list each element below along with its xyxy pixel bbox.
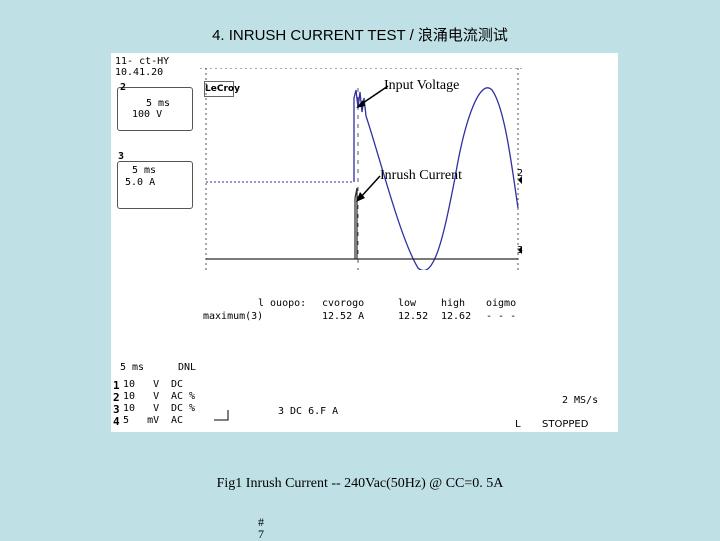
channel-num: 4 [113,415,120,428]
scope-time: 10.41.20 [115,67,164,78]
figure-caption: Fig1 Inrush Current -- 240Vac(50Hz) @ CC… [216,476,504,491]
channel-3-box: 3 5 ms 5.0 A [117,151,193,209]
arrow-current-head [356,192,365,202]
ch3-offset-marker [518,246,522,254]
ch2-offset-marker [518,176,522,184]
footer-line-1: # [258,515,264,529]
timebase-label: 5 ms [120,362,145,373]
channel-3-scale: 5.0 A [125,177,156,188]
arrow-voltage-head [356,100,365,108]
measure-row-label: maximum(3) [203,311,264,322]
measure-header-high: high [441,298,466,309]
channel-num: 3 [113,403,120,416]
channel-coupling: DC [171,379,184,390]
sample-rate: 2 MS/s [562,395,599,406]
channel-coupling: DC % [171,403,196,414]
channel-volts: 10 V [123,379,160,390]
measure-header-average: cvorogo [322,298,365,309]
page-title: 4. INRUSH CURRENT TEST / 浪涌电流测试 [212,27,508,44]
channel-volts: 10 V [123,391,160,402]
trigger-setting: 3 DC 6.F A [278,406,339,417]
scope-date: 11- ct-HY [115,56,170,67]
oscilloscope-screen [111,53,618,432]
measure-header-low: low [398,298,417,309]
channel-coupling: AC % [171,391,196,402]
measure-header-sigma: oigmo [486,298,517,309]
measure-header-param: l ouopo: [258,298,307,309]
channel-3-timebase: 5 ms [132,165,157,176]
measure-low-value: 12.52 [398,311,429,322]
inrush-current-label: Inrush Current [380,168,463,183]
current-spike [354,187,358,259]
channel-volts: 10 V [123,403,160,414]
channel-2-marker: 2 [120,82,127,93]
voltage-trace [353,87,519,270]
channel-num: 1 [113,379,120,392]
right-channel-3-label: 3 [517,245,524,256]
arrow-voltage-line [359,85,389,106]
measure-sigma-value: - - - [486,311,517,322]
channel-num: 2 [113,391,120,404]
corner-marker: L [515,419,522,430]
page-footer: # 7 [258,516,264,540]
annotation-arrows [356,85,389,202]
channel-2-timebase: 5 ms [146,98,171,109]
trigger-edge-icon [214,410,229,421]
measure-average-value: 12.52 A [322,311,365,322]
channel-volts: 5 mV [123,415,160,426]
acquisition-mode: DNL [178,362,197,373]
arrow-current-line [359,175,381,199]
channel-list: 1 10 V DC 2 10 V AC % 3 10 V DC % 4 5 mV… [113,379,233,429]
waveform-plot [200,68,522,270]
channel-3-marker: 3 [118,151,125,162]
footer-line-2: 7 [258,527,264,541]
right-channel-2-label: 2 [517,168,524,179]
input-voltage-label: Input Voltage [384,78,460,93]
acquisition-status: STOPPED [542,419,589,430]
channel-coupling: AC [171,415,184,426]
measure-high-value: 12.62 [441,311,472,322]
channel-2-scale: 100 V [132,109,163,120]
lecroy-logo: LeCroy [204,81,240,97]
channel-2-box: 2 5 ms 100 V [117,82,193,131]
